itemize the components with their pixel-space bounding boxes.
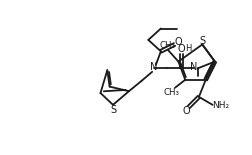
Text: CH₃: CH₃ [164,89,180,97]
Text: N: N [190,62,197,73]
Text: N: N [150,62,158,72]
Text: NH₂: NH₂ [212,102,229,111]
Text: S: S [110,105,116,115]
Text: S: S [199,36,205,46]
Text: O: O [175,37,182,47]
Text: O: O [178,44,185,54]
Text: O: O [182,106,190,116]
Text: H: H [185,44,192,53]
Text: CH₃: CH₃ [160,41,176,50]
